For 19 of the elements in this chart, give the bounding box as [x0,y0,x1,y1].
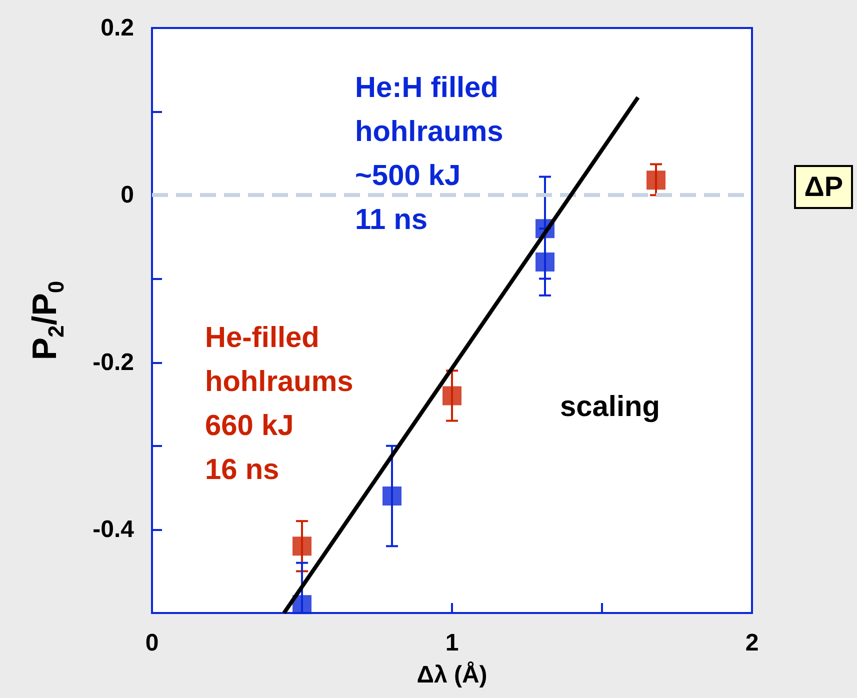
x-axis-title: Δλ (Å) [416,660,488,688]
y-axis-title: P2/P0 [26,280,68,360]
point [536,252,554,272]
text: ΔP [794,165,853,209]
text: scaling [560,391,660,423]
point [646,170,666,190]
y-tick-label: -0.2 [92,348,134,376]
x-tick-label: 2 [745,630,759,656]
point [292,536,312,556]
y-tick-label: -0.4 [92,516,135,543]
x-tick-label: 0 [145,630,159,656]
x-tick-label: 1 [445,630,459,656]
y-tick-label: 0 [120,182,134,209]
series-label: He:H filled hohlraums ~500 kJ 11 ns [355,72,504,236]
point [292,595,312,614]
point [442,386,462,406]
y-tick-label: 0.2 [100,14,134,42]
text: He-filled hohlraums 660 kJ 16 ns [205,322,354,486]
point [382,486,402,506]
